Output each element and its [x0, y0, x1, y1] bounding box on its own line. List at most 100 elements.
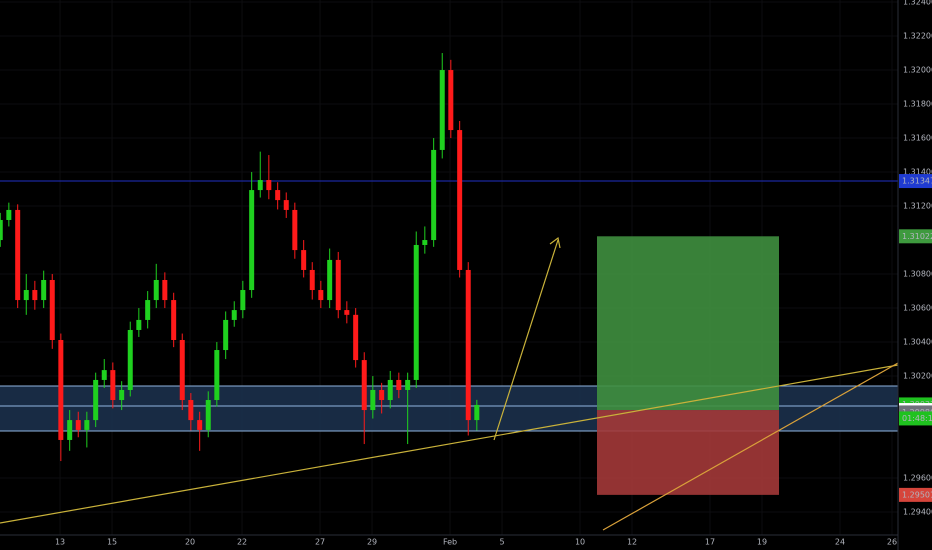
candle-body [6, 209, 12, 220]
candle-body [145, 300, 151, 320]
price-axis [898, 0, 932, 550]
x-tick-label: 19 [757, 538, 767, 547]
x-tick-label: 10 [575, 538, 585, 547]
y-tick-label: 1.30400 [903, 338, 932, 347]
candle-body [15, 209, 21, 301]
x-tick-label: 17 [705, 538, 715, 547]
x-tick-label: 29 [367, 538, 377, 547]
candle-body [283, 200, 289, 210]
x-tick-label: 13 [55, 538, 65, 547]
drawings [0, 236, 899, 531]
price-label: 1.31022 [902, 232, 932, 241]
x-tick-label: 5 [499, 538, 504, 547]
x-tick-label: 12 [627, 538, 637, 547]
profit-zone [597, 236, 779, 411]
y-tick-label: 1.30600 [903, 304, 932, 313]
candle-body [257, 180, 263, 191]
candle-body [84, 420, 90, 430]
y-tick-label: 1.31200 [903, 202, 932, 211]
candle-body [223, 319, 229, 351]
candle-body [23, 290, 29, 301]
price-label: 1.29501 [902, 490, 932, 499]
trend-line [0, 364, 899, 524]
candle-body [119, 389, 125, 401]
candle-body [396, 379, 402, 390]
candle-body [405, 379, 411, 390]
y-tick-label: 1.30800 [903, 270, 932, 279]
y-tick-label: 1.30200 [903, 372, 932, 381]
candle-body [41, 279, 47, 301]
x-tick-label: 27 [315, 538, 325, 547]
candle-body [249, 190, 255, 291]
y-tick-label: 1.31800 [903, 100, 932, 109]
candle-body [214, 350, 220, 401]
y-tick-label: 1.32400 [903, 0, 932, 7]
candle-body [197, 420, 203, 430]
price-label-box [899, 229, 932, 244]
price-label-box [899, 174, 932, 189]
candle-body [301, 250, 307, 270]
y-tick-label: 1.31600 [903, 134, 932, 143]
candle-body [110, 370, 116, 401]
candle-body [439, 70, 445, 150]
candle-body [292, 209, 298, 251]
trend-line [602, 362, 899, 531]
countdown: 01:48:16 [902, 414, 932, 423]
candle-body [32, 290, 38, 301]
candle-body [188, 400, 194, 421]
x-tick-label: 24 [835, 538, 845, 547]
candle-body [179, 340, 185, 401]
countdown-box [899, 411, 932, 426]
candle-layer [0, 53, 480, 462]
candle-body [127, 329, 133, 390]
x-tick-label: 15 [107, 538, 117, 547]
candle-body [318, 290, 324, 301]
candle-body [58, 340, 64, 440]
price-label-box [899, 487, 932, 502]
candle-body [335, 259, 341, 311]
candle-body [93, 379, 99, 421]
candle-body [153, 279, 159, 301]
candle-body [67, 420, 73, 440]
y-tick-label: 1.31400 [903, 168, 932, 177]
candle-body [431, 149, 437, 241]
candle-body [344, 310, 350, 315]
projection-arrow [493, 239, 559, 441]
y-tick-label: 1.32000 [903, 66, 932, 75]
loss-zone [597, 410, 779, 495]
y-tick-label: 1.29400 [903, 508, 932, 517]
y-tick-label: 1.29600 [903, 474, 932, 483]
candle-body [361, 360, 367, 411]
candle-body [240, 290, 246, 311]
candle-body [171, 300, 177, 341]
candle-body [101, 370, 107, 380]
candle-body [474, 404, 480, 421]
axis-labels: 1.32400 1.32200 1.32000 1.31800 1.31600 1.314… [55, 0, 932, 547]
candle-body [353, 314, 359, 361]
candle-body [327, 259, 333, 301]
x-tick-label: Feb [443, 538, 457, 547]
price-label: 1.31347 [902, 177, 932, 186]
candle-body [465, 269, 471, 421]
candle-body [275, 190, 281, 201]
candle-body [309, 269, 315, 291]
candle-body [370, 389, 376, 411]
x-tick-label: 26 [887, 538, 897, 547]
y-tick-label: 1.32200 [903, 32, 932, 41]
candle-body [266, 180, 272, 191]
candle-body [205, 400, 211, 430]
candle-body [231, 310, 237, 320]
candle-body [162, 279, 168, 301]
candle-body [379, 389, 385, 401]
position-layer [0, 180, 898, 495]
candle-body [136, 319, 142, 330]
candle-body [0, 219, 3, 241]
x-tick-label: 22 [237, 538, 247, 547]
candle-body [448, 70, 454, 131]
arrow-head [549, 236, 561, 249]
candle-body [413, 244, 419, 380]
candle-body [457, 130, 463, 270]
x-tick-label: 20 [185, 538, 195, 547]
candle-body [422, 240, 428, 245]
